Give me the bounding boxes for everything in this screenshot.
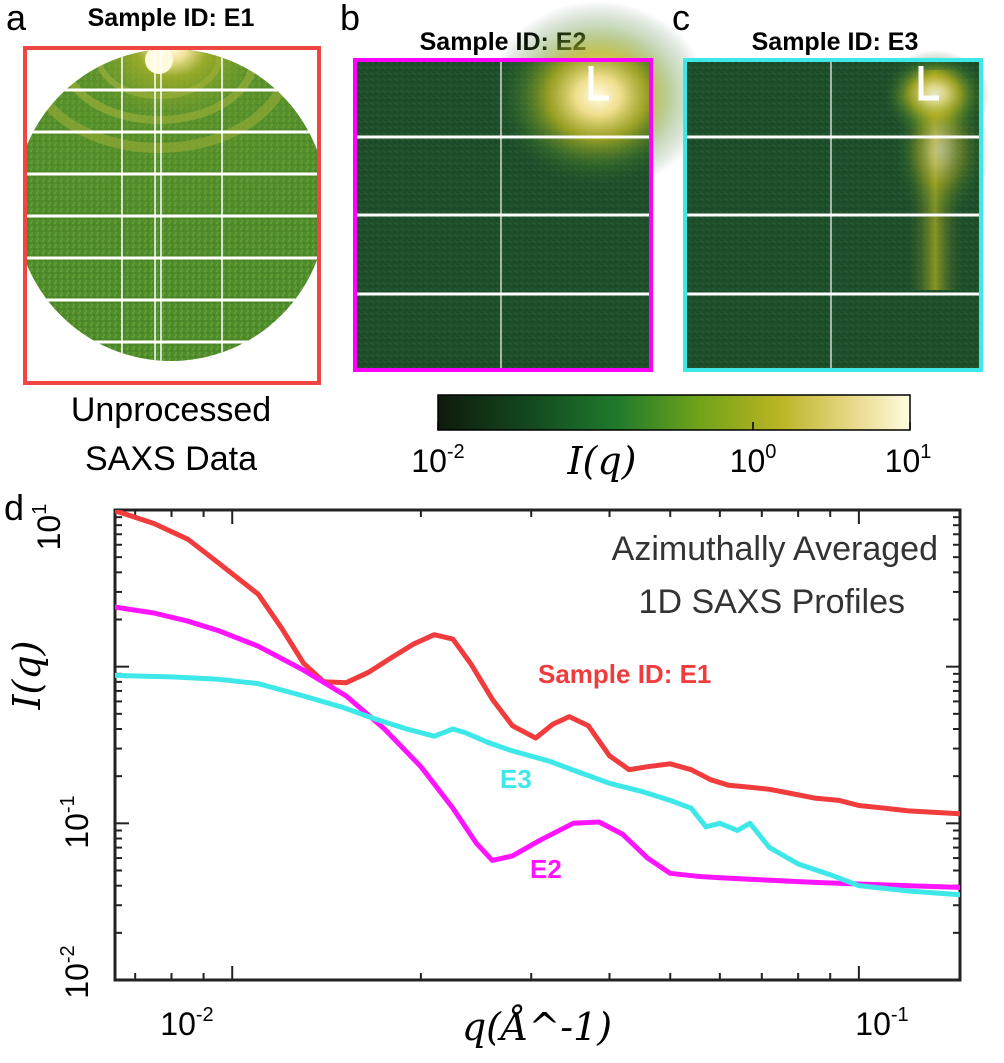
colorbar-tick-mid: 100: [730, 441, 777, 479]
panel-a-frame: [23, 46, 321, 385]
x-tick-label: 10-1: [855, 1004, 908, 1042]
panel-c-frame: [683, 58, 983, 372]
plot-annotation-line1: Azimuthally Averaged: [612, 530, 938, 568]
panel-a-caption-line2: SAXS Data: [85, 440, 257, 478]
series-line-1: [115, 604, 960, 890]
plot-frame: [113, 508, 962, 982]
colorbar-tick-high: 101: [885, 441, 932, 479]
panel-a-letter: a: [6, 0, 27, 38]
detector-image-e1: [24, 49, 319, 361]
series-label-e2: E2: [530, 854, 562, 884]
axis-ticks: [115, 509, 960, 981]
panel-a-caption-line1: Unprocessed: [71, 391, 271, 429]
panel-d-letter: d: [4, 487, 24, 528]
series-label-e1: Sample ID: E1: [538, 659, 711, 689]
beamstop-icon: [588, 66, 609, 101]
series-line-2: [115, 672, 960, 898]
y-tick-label: 101: [29, 504, 67, 551]
y-axis-label: I(q): [5, 641, 49, 711]
colorbar-tick-low: 10-2: [411, 441, 464, 479]
x-axis-label: q(Å^-1): [462, 1005, 612, 1049]
panel-b-frame: [353, 58, 653, 372]
saxs-profile-plot: Azimuthally Averaged 1D SAXS Profiles Sa…: [5, 504, 962, 1049]
y-tick-label: 10-2: [57, 945, 95, 998]
beamstop-icon: [918, 66, 939, 101]
series-label-e3: E3: [500, 764, 532, 794]
series-lines: [115, 510, 960, 898]
colorbar-label: I(q): [567, 439, 637, 483]
y-tick-labels: 101 10-1 10-2: [29, 504, 95, 999]
panel-c-title: Sample ID: E3: [752, 28, 919, 56]
x-tick-label: 10-2: [160, 1004, 213, 1042]
colorbar: 10-2 I(q) 100 101: [411, 394, 932, 483]
panel-c-letter: c: [672, 0, 690, 38]
detector-image-e2: [355, 1, 708, 370]
x-tick-labels: 10-2 10-1: [160, 1004, 908, 1042]
panel-b-letter: b: [340, 0, 360, 38]
detector-image-e3: [685, 50, 990, 370]
series-line-0: [115, 510, 960, 817]
plot-annotation-line2: 1D SAXS Profiles: [639, 583, 905, 621]
y-tick-label: 10-1: [57, 795, 95, 848]
panel-a-title: Sample ID: E1: [88, 4, 255, 32]
